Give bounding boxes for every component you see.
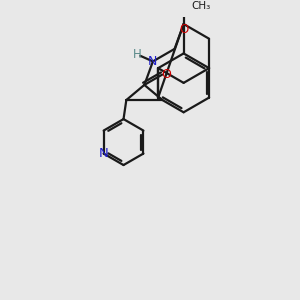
Text: O: O — [179, 23, 188, 36]
Text: CH₃: CH₃ — [191, 1, 211, 11]
Text: O: O — [161, 68, 171, 81]
Text: N: N — [99, 147, 109, 160]
Text: H: H — [133, 49, 141, 62]
Text: N: N — [148, 55, 158, 68]
